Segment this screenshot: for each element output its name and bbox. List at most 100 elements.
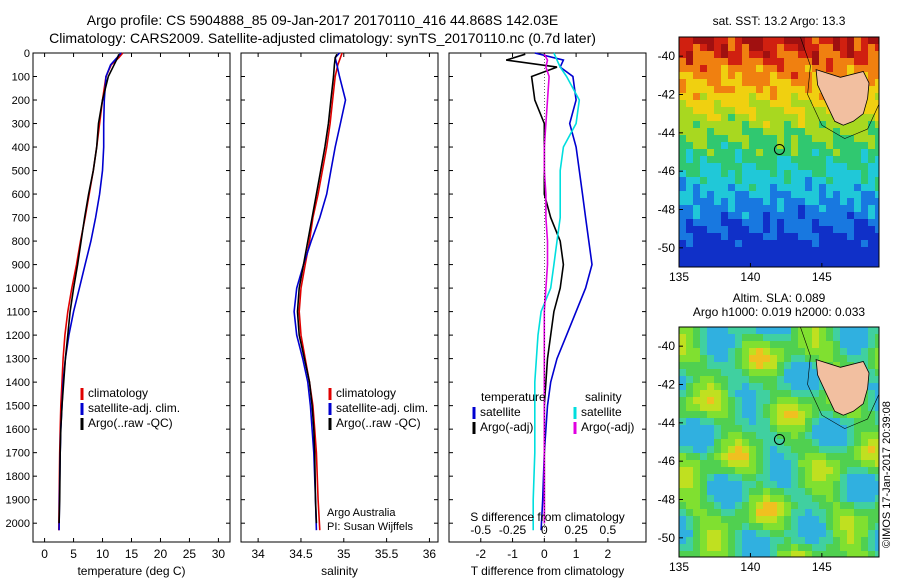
map-cell	[875, 439, 879, 446]
temperature-xlabel: temperature (deg C)	[77, 564, 185, 578]
map-cell	[756, 327, 763, 334]
map-cell	[770, 156, 777, 163]
map-cell	[728, 376, 735, 383]
map-cell	[854, 502, 861, 509]
map-cell	[693, 481, 700, 488]
map-cell	[728, 86, 735, 93]
map-cell	[847, 51, 854, 58]
depth-tick-label: 800	[12, 236, 30, 248]
map-cell	[777, 418, 784, 425]
map-cell	[777, 72, 784, 79]
map-cell	[777, 341, 784, 348]
map-cell	[707, 425, 714, 432]
map-cell	[833, 516, 840, 523]
map-cell	[840, 65, 847, 72]
map-cell	[728, 212, 735, 219]
map-cell	[749, 355, 756, 362]
map-cell	[812, 425, 819, 432]
map-cell	[840, 58, 847, 65]
map-cell	[784, 404, 791, 411]
series-line-satellite-adj-clim-	[293, 52, 347, 531]
map-cell	[819, 327, 826, 334]
map-cell	[854, 233, 861, 240]
map-cell	[791, 191, 798, 198]
map-cell	[735, 516, 742, 523]
map-cell	[756, 425, 763, 432]
map-cell	[735, 355, 742, 362]
map-cell	[777, 453, 784, 460]
map-cell	[819, 198, 826, 205]
map-cell	[686, 516, 693, 523]
map-cell	[847, 163, 854, 170]
map-cell	[714, 163, 721, 170]
map-cell	[784, 247, 791, 254]
map-cell	[735, 460, 742, 467]
sla-map-ytick-label: -46	[658, 454, 676, 468]
map-cell	[840, 530, 847, 537]
map-cell	[833, 551, 840, 557]
map-cell	[854, 488, 861, 495]
map-cell	[875, 261, 879, 267]
map-cell	[721, 142, 728, 149]
map-cell	[826, 453, 833, 460]
map-cell	[679, 411, 686, 418]
map-cell	[728, 254, 735, 261]
map-cell	[868, 233, 875, 240]
map-cell	[805, 516, 812, 523]
map-cell	[840, 254, 847, 261]
map-cell	[735, 226, 742, 233]
map-cell	[868, 439, 875, 446]
map-cell	[749, 114, 756, 121]
map-cell	[721, 93, 728, 100]
map-cell	[784, 65, 791, 72]
map-cell	[784, 453, 791, 460]
map-cell	[812, 212, 819, 219]
map-cell	[700, 390, 707, 397]
map-cell	[833, 170, 840, 177]
map-cell	[784, 184, 791, 191]
map-cell	[784, 516, 791, 523]
map-cell	[777, 65, 784, 72]
map-cell	[693, 163, 700, 170]
map-cell	[749, 425, 756, 432]
map-cell	[679, 170, 686, 177]
map-cell	[693, 219, 700, 226]
map-cell	[840, 198, 847, 205]
map-cell	[742, 107, 749, 114]
map-cell	[798, 418, 805, 425]
map-cell	[833, 240, 840, 247]
map-cell	[875, 233, 879, 240]
map-cell	[735, 86, 742, 93]
map-cell	[791, 240, 798, 247]
map-cell	[742, 72, 749, 79]
map-cell	[728, 170, 735, 177]
map-cell	[770, 397, 777, 404]
map-cell	[686, 544, 693, 551]
map-cell	[700, 226, 707, 233]
map-cell	[721, 121, 728, 128]
sst-map-ytick-label: -48	[658, 203, 676, 217]
map-cell	[770, 170, 777, 177]
map-cell	[826, 128, 833, 135]
map-cell	[805, 544, 812, 551]
diff-legend-title-salinity: salinity	[585, 390, 622, 404]
map-cell	[798, 523, 805, 530]
map-cell	[749, 191, 756, 198]
map-cell	[805, 226, 812, 233]
map-cell	[819, 247, 826, 254]
map-cell	[847, 205, 854, 212]
map-cell	[770, 79, 777, 86]
difference-xtick-label: -2	[475, 547, 486, 561]
map-cell	[847, 411, 854, 418]
map-cell	[847, 219, 854, 226]
map-cell	[847, 135, 854, 142]
map-cell	[756, 37, 763, 44]
map-cell	[679, 254, 686, 261]
tasmania-landmass	[815, 359, 870, 416]
map-cell	[777, 439, 784, 446]
map-cell	[707, 404, 714, 411]
map-cell	[693, 149, 700, 156]
map-cell	[784, 212, 791, 219]
map-cell	[854, 149, 861, 156]
map-cell	[700, 334, 707, 341]
